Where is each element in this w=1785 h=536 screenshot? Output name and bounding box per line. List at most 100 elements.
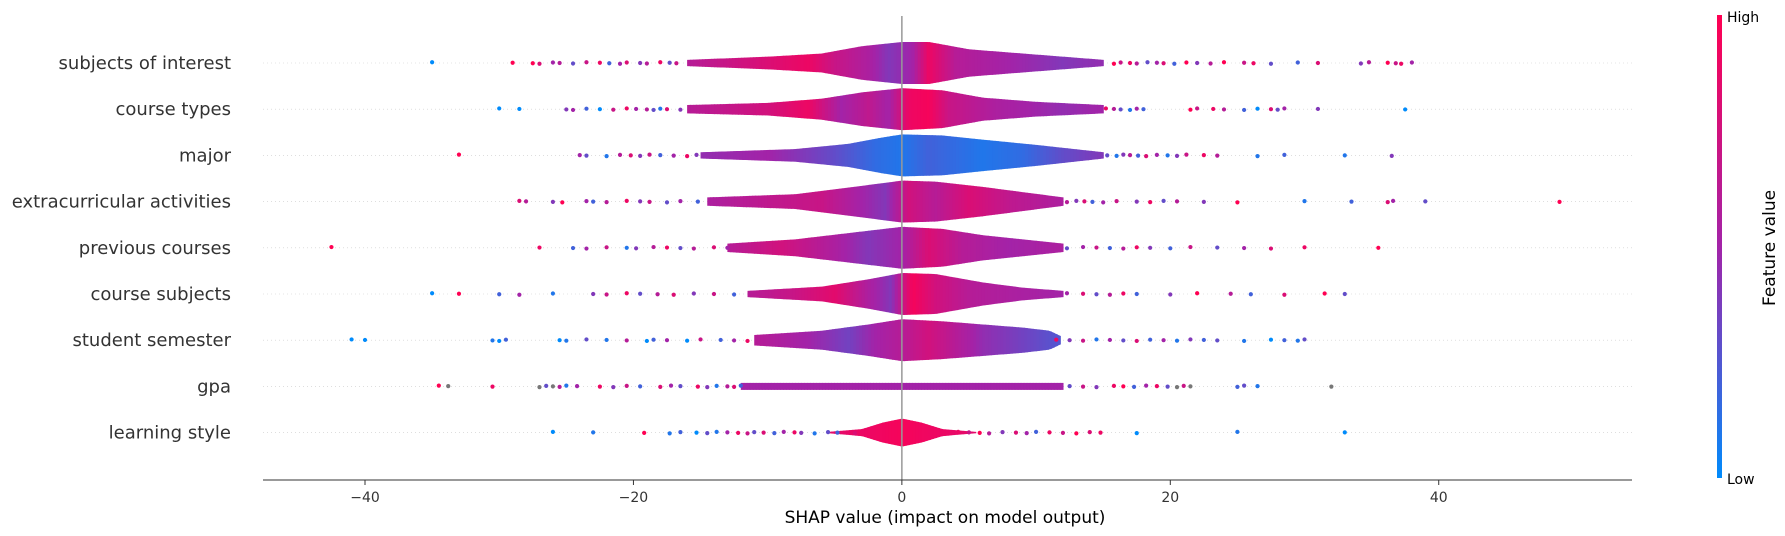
violin-slice xyxy=(827,51,832,75)
violin-slice xyxy=(743,103,748,115)
shap-point xyxy=(1064,291,1070,296)
shap-point xyxy=(1174,385,1180,390)
shap-point xyxy=(1228,291,1233,296)
violin-slice xyxy=(965,48,970,78)
x-axis: −40 −20 0 20 40 xyxy=(263,479,1632,506)
violin-slice xyxy=(826,145,831,166)
violin-slice xyxy=(787,194,792,209)
shap-point xyxy=(1195,291,1200,296)
violin-slice xyxy=(1082,58,1086,68)
violin-slice xyxy=(943,182,947,221)
shap-point xyxy=(1275,107,1280,112)
shap-point xyxy=(1268,107,1274,112)
violin-slice xyxy=(1029,240,1034,256)
violin-slice xyxy=(1030,193,1034,211)
violin-slice xyxy=(732,103,736,115)
shap-point xyxy=(1013,430,1019,435)
shap-point xyxy=(1255,154,1260,159)
violin-slice xyxy=(1067,103,1071,116)
violin-slice xyxy=(799,331,803,349)
violin-slice xyxy=(1001,141,1005,170)
shap-point xyxy=(1248,292,1253,297)
violin-slice xyxy=(1064,103,1068,116)
violin-slice xyxy=(1013,52,1017,74)
shap-point xyxy=(1111,383,1117,388)
violin-slice xyxy=(819,286,824,302)
violin-slice xyxy=(785,382,790,390)
violin-slice xyxy=(945,429,950,436)
violin-slice xyxy=(950,45,955,81)
violin-slice xyxy=(948,429,953,436)
violin-slice xyxy=(861,382,865,390)
shap-point xyxy=(617,152,623,157)
violin-slice xyxy=(871,230,875,266)
violin-slice xyxy=(942,275,947,313)
violin-slice xyxy=(727,151,732,160)
violin-slice xyxy=(977,96,982,122)
violin-slice xyxy=(1019,53,1023,73)
violin-slice xyxy=(1034,101,1038,117)
violin-slice xyxy=(981,282,986,306)
violin-slice xyxy=(907,319,911,361)
violin-slice xyxy=(882,276,887,312)
shap-point xyxy=(550,60,556,65)
violin-slice xyxy=(850,326,854,354)
violin-slice xyxy=(728,196,732,207)
shap-point xyxy=(584,106,589,111)
violin-slice xyxy=(1032,382,1037,390)
violin-slice xyxy=(757,334,761,346)
violin-slice xyxy=(822,285,827,303)
violin-slice xyxy=(925,135,930,176)
violin-slice xyxy=(931,181,936,222)
violin-slice xyxy=(931,320,935,360)
violin-slice xyxy=(793,332,797,349)
violin-slice xyxy=(855,382,859,390)
violin-slice xyxy=(820,236,824,260)
violin-slice xyxy=(1070,103,1074,115)
shap-point xyxy=(781,429,786,434)
violin-slice xyxy=(859,231,863,265)
violin-slice xyxy=(972,431,977,434)
violin-slice xyxy=(992,51,997,75)
shap-point xyxy=(638,153,643,158)
shap-point xyxy=(1080,291,1086,296)
violin-slice xyxy=(765,289,770,299)
violin-slice xyxy=(892,181,897,222)
violin-slice xyxy=(1028,144,1032,167)
violin-slice xyxy=(1064,147,1068,163)
violin-slice xyxy=(902,42,907,84)
violin-slice xyxy=(937,228,941,267)
violin-slice xyxy=(1040,102,1044,117)
violin-slice xyxy=(814,146,819,164)
violin-slice xyxy=(795,287,800,301)
violin-slice xyxy=(975,382,980,390)
violin-slice xyxy=(849,281,854,307)
feature-label: course subjects xyxy=(90,284,231,305)
violin-slice xyxy=(897,418,901,447)
shap-point xyxy=(604,337,609,343)
violin-slice xyxy=(845,94,850,124)
shap-point xyxy=(497,338,502,344)
violin-slice xyxy=(779,55,784,71)
violin-slice xyxy=(997,188,1001,215)
violin-slice xyxy=(902,88,907,131)
violin-slice xyxy=(841,187,846,216)
violin-slice xyxy=(994,236,998,260)
violin-slice xyxy=(1067,148,1071,163)
violin-slice xyxy=(1033,328,1037,352)
colorbar-low-label: Low xyxy=(1727,472,1755,488)
violin-slice xyxy=(831,284,836,304)
shap-point xyxy=(1393,61,1398,66)
shap-point xyxy=(517,292,522,297)
feature-label: learning style xyxy=(109,423,231,444)
shap-point xyxy=(752,430,757,435)
violin-slice xyxy=(1053,242,1058,253)
shap-point xyxy=(1074,431,1079,436)
shap-point xyxy=(1074,198,1079,203)
shap-point xyxy=(597,107,602,112)
shap-point xyxy=(705,385,710,390)
violin-slice xyxy=(886,321,890,360)
violin-slice xyxy=(1028,53,1032,73)
shap-point xyxy=(591,199,596,204)
shap-point xyxy=(430,60,435,65)
